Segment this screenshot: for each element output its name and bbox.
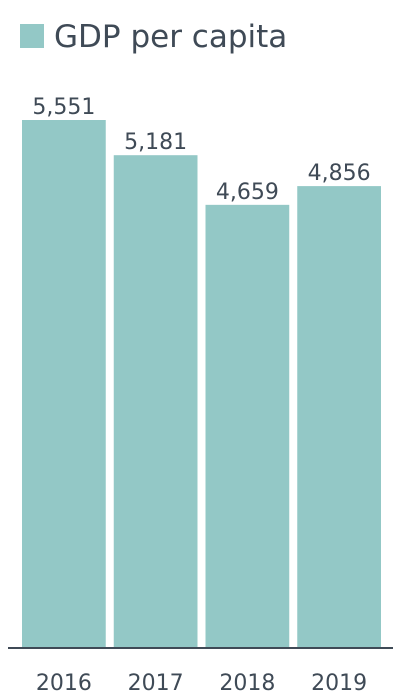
bar-2016 [22,120,106,648]
tick-labels-group: 2016 2017 2018 2019 [36,671,367,696]
tick-label-2019: 2019 [311,671,367,696]
tick-label-2017: 2017 [128,671,184,696]
value-label-2019: 4,856 [308,161,371,186]
legend-swatch [20,24,44,48]
value-label-2018: 4,659 [216,180,279,205]
legend-label: GDP per capita [54,19,287,55]
bar-2018 [205,204,290,648]
value-label-2016: 5,551 [32,95,95,120]
value-labels-group: 5,551 5,181 4,659 4,856 [32,95,370,205]
bars-group [22,120,381,649]
tick-label-2016: 2016 [36,671,92,696]
value-label-2017: 5,181 [124,130,187,155]
bar-2017 [113,155,198,648]
legend: GDP per capita [20,19,287,55]
bar-2019 [297,186,381,649]
tick-label-2018: 2018 [219,671,275,696]
